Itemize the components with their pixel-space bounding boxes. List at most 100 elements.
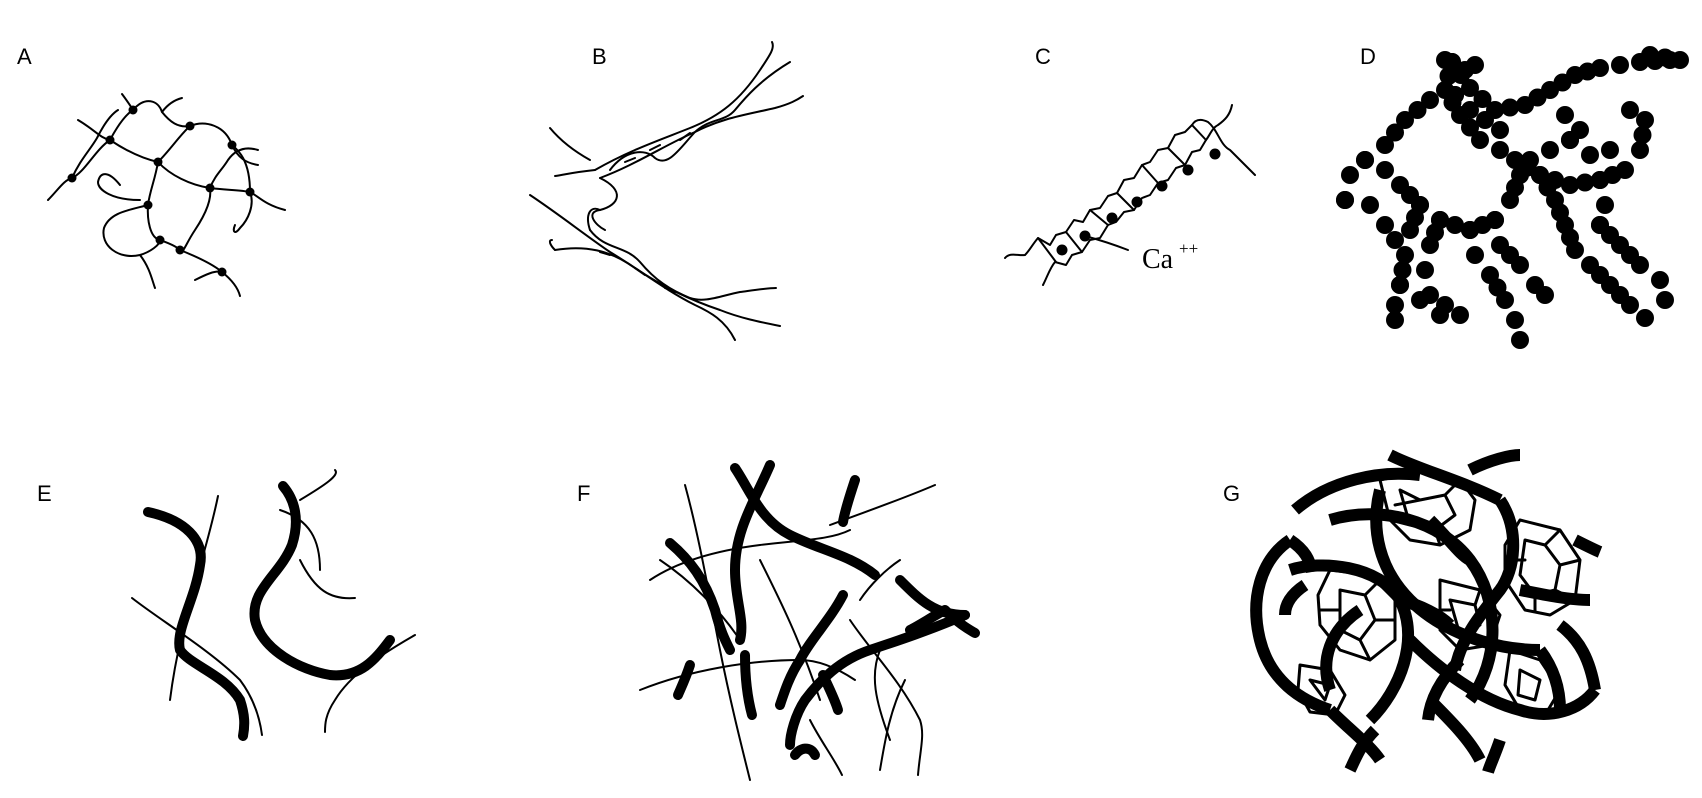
panel-label-f: F [577, 481, 591, 506]
bead-chain [1641, 46, 1689, 69]
particle-bead [1411, 291, 1429, 309]
particle-bead [1596, 196, 1614, 214]
particle-bead [1473, 90, 1492, 108]
particle-bead [1476, 111, 1494, 129]
particle-bead [1501, 98, 1519, 117]
particle-bead [1521, 151, 1539, 169]
particle-bead [1386, 231, 1404, 249]
particle-bead [1396, 111, 1414, 129]
bead-chain [1561, 131, 1619, 164]
particle-bead [1436, 296, 1454, 314]
upper-helix [549, 41, 804, 231]
particle-bead [1536, 286, 1554, 304]
particle-bead [1611, 56, 1629, 74]
bead-chain [1336, 191, 1404, 249]
thin-fibres [639, 484, 936, 781]
particle-bead [1656, 291, 1674, 309]
particle-bead [1341, 166, 1359, 184]
lower-helix [529, 194, 781, 341]
particle-bead [1386, 296, 1404, 314]
particle-bead [1391, 276, 1409, 294]
particle-bead [1591, 59, 1609, 77]
particle-bead [1386, 123, 1404, 142]
particle-bead [1376, 216, 1394, 234]
particle-bead [1633, 126, 1652, 144]
particle-bead [1511, 166, 1529, 184]
panel-label-e: E [37, 481, 52, 506]
particle-bead [1581, 146, 1599, 164]
bead-chain [1436, 51, 1484, 79]
particle-bead [1656, 48, 1674, 67]
particle-bead [1416, 261, 1434, 279]
particle-bead [1641, 46, 1659, 64]
particle-bead [1486, 211, 1504, 229]
egg-box-chains [1004, 104, 1256, 286]
panel-label-a: A [17, 44, 32, 69]
particle-bead [1446, 216, 1464, 234]
particle-bead [1491, 141, 1509, 159]
particle-bead [1439, 67, 1458, 85]
particle-bead [1651, 271, 1669, 289]
particle-bead [1601, 141, 1619, 159]
ca-pointer-line [1084, 235, 1129, 251]
particle-bead [1393, 261, 1412, 279]
particle-bead [1376, 136, 1394, 154]
particle-bead [1408, 101, 1427, 119]
particle-bead [1631, 256, 1649, 274]
particle-bead [1421, 236, 1439, 254]
particle-bead [1561, 176, 1579, 194]
panel-label-b: B [592, 44, 607, 69]
particle-bead [1466, 56, 1484, 74]
particle-bead [1461, 221, 1479, 239]
particle-bead [1631, 141, 1649, 159]
thick-strands [1250, 449, 1603, 774]
particle-bead [1511, 331, 1529, 349]
ca-label: Ca [1142, 244, 1174, 275]
calcium-ions [1056, 148, 1221, 256]
particle-bead [1671, 51, 1689, 69]
particle-bead [1421, 91, 1439, 109]
particle-bead [1451, 306, 1469, 324]
particle-bead [1621, 101, 1639, 119]
particle-bead [1446, 86, 1464, 104]
particle-bead [1591, 171, 1609, 189]
thin-fibres [131, 469, 416, 736]
particle-beads [1336, 46, 1689, 349]
particle-bead [1496, 291, 1514, 309]
panel-label-g: G [1223, 481, 1241, 506]
bead-chain [1461, 221, 1529, 349]
particle-bead [1506, 311, 1524, 329]
particle-bead [1561, 131, 1579, 149]
particle-bead [1621, 296, 1639, 314]
bead-chain [1391, 276, 1469, 324]
particle-bead [1636, 309, 1654, 327]
thick-fibres [143, 481, 395, 741]
particle-bead [1511, 256, 1529, 274]
panel-label-c: C [1035, 44, 1051, 69]
junction-dots [67, 105, 255, 277]
particle-bead [1471, 131, 1489, 149]
particle-bead [1461, 101, 1479, 119]
particle-bead [1636, 111, 1654, 129]
particle-bead [1356, 151, 1374, 169]
particle-bead [1566, 241, 1584, 259]
ca-charge: ++ [1179, 239, 1198, 258]
particle-bead [1386, 311, 1404, 329]
particle-bead [1401, 221, 1419, 239]
particle-bead [1616, 161, 1634, 179]
particle-bead [1396, 246, 1414, 264]
bead-chain [1531, 166, 1654, 327]
particle-bead [1491, 121, 1509, 139]
particle-bead [1436, 51, 1454, 69]
particle-bead [1376, 161, 1394, 179]
particle-bead [1576, 173, 1594, 192]
bead-chain [1386, 196, 1429, 329]
particle-bead [1541, 141, 1559, 159]
